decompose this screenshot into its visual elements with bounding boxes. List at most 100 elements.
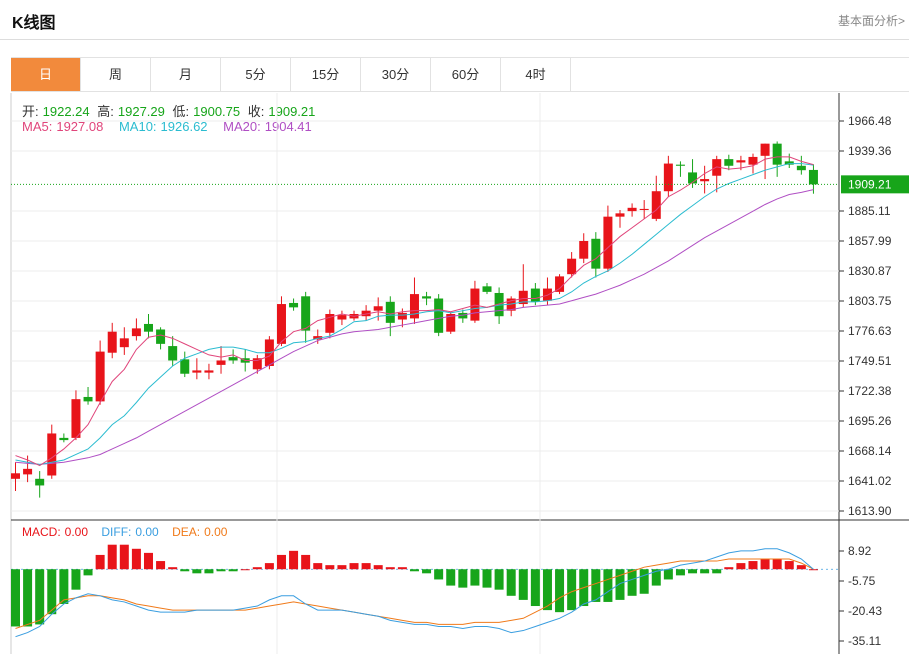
candle-body [434, 298, 444, 333]
last-price-label: 1909.21 [848, 177, 892, 191]
macd-bar [567, 569, 577, 611]
tab-1[interactable]: 周 [81, 58, 151, 91]
macd-bar [591, 569, 601, 602]
tab-2[interactable]: 月 [151, 58, 221, 91]
macd-bar [385, 567, 395, 570]
macd-bar [349, 563, 359, 570]
candle-body [675, 164, 685, 166]
candle-body [131, 328, 141, 337]
candle-body [494, 292, 504, 317]
macd-bar [313, 563, 323, 570]
candle-body [313, 336, 323, 340]
price-tick-label: 1776.63 [848, 324, 892, 338]
candle-body [397, 312, 407, 320]
candle-body [555, 276, 565, 292]
macd-bar [555, 569, 565, 613]
candle-body [252, 358, 262, 370]
candle-body [385, 301, 395, 323]
candle-body [180, 359, 190, 374]
macd-bar [518, 569, 528, 600]
macd-bar [240, 569, 250, 571]
candle-body [276, 304, 286, 344]
open-label: 开: [22, 104, 39, 119]
candle-body [784, 161, 794, 165]
macd-readout: MACD: 0.00 DIFF: 0.00 DEA: 0.00 [22, 525, 231, 539]
candle-body [736, 160, 746, 163]
candle-body [422, 296, 432, 299]
candle-body [506, 298, 516, 311]
macd-bar [651, 569, 661, 586]
candle-body [518, 290, 528, 305]
ma20-label: MA20: [223, 119, 261, 134]
macd-bar [131, 548, 141, 570]
candle-body [216, 360, 226, 365]
tab-4[interactable]: 15分 [291, 58, 361, 91]
macd-bar [252, 567, 262, 570]
macd-bar [397, 567, 407, 570]
macd-bar [446, 569, 456, 586]
price-tick-label: 1641.02 [848, 474, 892, 488]
macd-bar [639, 569, 649, 594]
macd-bar [35, 569, 45, 625]
candle-body [808, 169, 818, 185]
macd-label: MACD: [22, 525, 61, 539]
candle-body [688, 172, 698, 184]
ohlc-readout: 开: 1922.24 高: 1927.29 低: 1900.75 收: 1909.21 [22, 101, 319, 120]
macd-bar [216, 569, 226, 572]
close-label: 收: [247, 104, 265, 119]
macd-bar [422, 569, 432, 574]
candle-body [168, 346, 178, 361]
candle-body [712, 159, 722, 176]
macd-bar [748, 561, 758, 570]
macd-bar [180, 569, 190, 572]
macd-bar [736, 563, 746, 570]
candle-body [361, 310, 371, 317]
price-tick-label: 1613.90 [848, 504, 892, 518]
macd-bar [47, 569, 57, 615]
fundamental-analysis-link[interactable]: 基本面分析> [837, 14, 905, 28]
ma5-label: MA5: [22, 119, 53, 134]
macd-bar [143, 552, 153, 570]
macd-bar [506, 569, 516, 596]
tab-3[interactable]: 5分 [221, 58, 291, 91]
ma20-line [15, 189, 814, 465]
candle-body [603, 216, 613, 269]
candle-body [542, 288, 552, 301]
candle-body [373, 306, 383, 311]
candle-body [772, 143, 782, 165]
macd-bar [301, 554, 311, 570]
price-tick-label: 1830.87 [848, 264, 892, 278]
high-label: 高: [97, 104, 114, 119]
candle-body [639, 208, 649, 211]
high-value: 1927.29 [117, 104, 165, 119]
tab-7[interactable]: 4时 [501, 58, 571, 91]
macd-bar [434, 569, 444, 580]
page-title: K线图 [12, 15, 56, 32]
tab-0[interactable]: 日 [11, 58, 81, 91]
macd-bar [95, 554, 105, 570]
price-tick-label: 1966.48 [848, 114, 892, 128]
dea-label: DEA: [172, 525, 201, 539]
macd-bar [264, 563, 274, 570]
macd-bar [530, 569, 540, 607]
ma20-value: 1904.41 [264, 119, 312, 134]
macd-bar [603, 569, 613, 602]
candle-body [663, 163, 673, 192]
diff-line [15, 548, 814, 638]
candle-body [651, 191, 661, 219]
macd-tick-label: -20.43 [848, 604, 882, 618]
price-tick-label: 1668.14 [848, 444, 892, 458]
macd-bar [760, 559, 770, 570]
candle-body [627, 207, 637, 212]
macd-bar [615, 569, 625, 600]
macd-bar [700, 569, 710, 574]
tab-5[interactable]: 30分 [361, 58, 431, 91]
price-tick-label: 1885.11 [848, 204, 891, 218]
ma10-value: 1926.62 [160, 119, 208, 134]
macd-bar [119, 544, 129, 570]
candle-body [748, 156, 758, 165]
candle-body [458, 312, 468, 319]
diff-value: 0.00 [135, 525, 159, 539]
macd-bar [276, 554, 286, 570]
tab-6[interactable]: 60分 [431, 58, 501, 91]
